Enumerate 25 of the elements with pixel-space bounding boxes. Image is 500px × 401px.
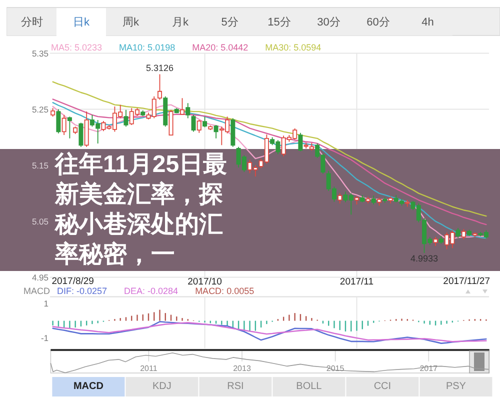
y-tick-label: -1 xyxy=(40,332,49,343)
text: 往年11月25日最新美金汇率，探秘小巷深处的汇率秘密，一 xyxy=(54,150,228,268)
x-tick-label: 2013 xyxy=(233,364,252,373)
text: BOLL xyxy=(296,381,322,392)
y-tick-label: 5.15 xyxy=(32,160,49,170)
text: 日k xyxy=(73,16,90,29)
x-tick-label: 2017/10 xyxy=(188,276,222,288)
y-tick-label: 4.95 xyxy=(32,272,49,282)
text: CCI xyxy=(374,381,392,392)
annotation: 5.3126 xyxy=(146,63,174,74)
y-tick-label: 5.25 xyxy=(32,104,49,114)
text: MACD xyxy=(73,381,104,392)
annotation: 2017/11/27 xyxy=(443,276,490,288)
x-tick-label: 2017/11 xyxy=(340,276,374,288)
y-tick-label: 5.05 xyxy=(32,216,49,226)
text: KDJ xyxy=(152,381,172,392)
x-tick-label: 2011 xyxy=(140,364,158,373)
legend: MACD DIF: -0.0257 DEA: -0.0284 MACD: 0.0055 xyxy=(24,286,254,296)
annotation: 4.9933 xyxy=(410,254,438,264)
legend: MA5: 5.0233 MA10: 5.0198 MA20: 5.0442 MA30: 5.0594 xyxy=(51,42,322,53)
text: RSI xyxy=(227,381,244,392)
annotation: 2017/8/29 xyxy=(52,276,94,288)
y-tick-label: 1 xyxy=(44,298,49,309)
text: PSY xyxy=(446,381,466,392)
y-tick-label: 5.35 xyxy=(32,48,49,58)
